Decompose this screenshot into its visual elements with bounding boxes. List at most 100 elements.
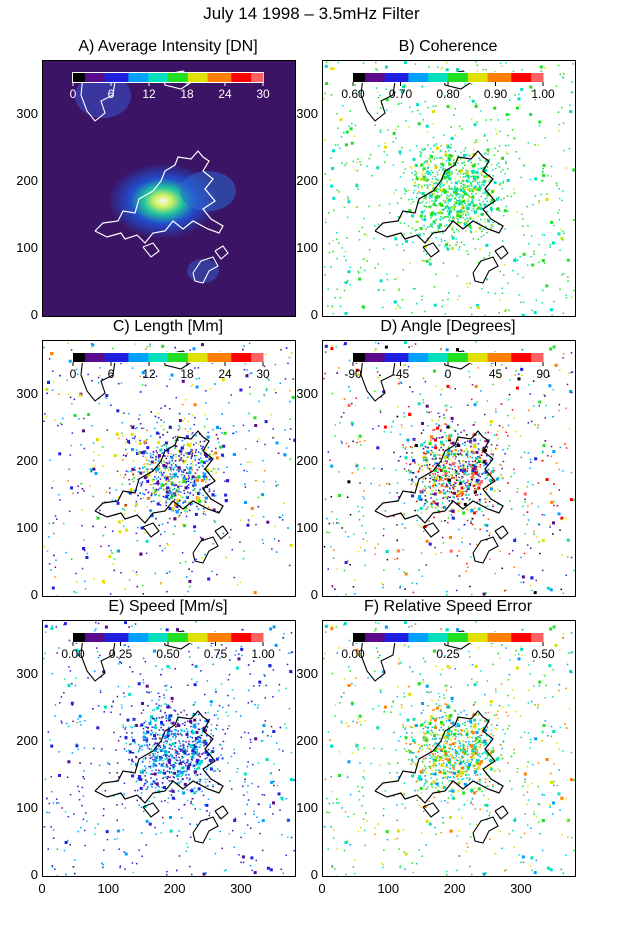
colorbar-segment (420, 353, 425, 362)
data-pixel (161, 483, 164, 485)
data-pixel (467, 219, 469, 222)
data-pixel (458, 170, 460, 173)
data-pixel (455, 479, 458, 481)
data-pixel (200, 460, 204, 464)
data-pixel (463, 210, 465, 213)
data-pixel (126, 453, 128, 455)
data-pixel (162, 495, 165, 498)
colorbar-segment (132, 73, 137, 82)
data-pixel (343, 206, 346, 209)
data-pixel (466, 207, 470, 211)
data-pixel (567, 280, 569, 282)
data-pixel (479, 493, 482, 495)
data-pixel (383, 528, 385, 530)
data-pixel (568, 427, 571, 430)
data-pixel (479, 213, 482, 215)
data-pixel (471, 460, 474, 463)
data-pixel (171, 748, 174, 750)
colorbar-segment (432, 353, 437, 362)
data-pixel (396, 202, 399, 204)
data-pixel (412, 287, 415, 290)
data-pixel (463, 486, 465, 488)
data-pixel (443, 134, 445, 136)
data-pixel (442, 464, 445, 466)
data-pixel (44, 624, 48, 628)
data-pixel (519, 435, 522, 437)
data-pixel (131, 758, 133, 761)
data-pixel (495, 197, 499, 201)
colorbar-segment (259, 73, 264, 82)
data-pixel (150, 463, 153, 465)
data-pixel (434, 502, 436, 505)
data-pixel (112, 562, 114, 565)
figure-title: July 14 1998 – 3.5mHz Filter (203, 4, 420, 23)
data-pixel (445, 437, 447, 439)
data-pixel (184, 486, 188, 490)
data-pixel (138, 442, 142, 445)
data-pixel (393, 300, 397, 304)
data-pixel (386, 558, 389, 561)
colorbar-segment (251, 353, 256, 362)
data-pixel (397, 405, 399, 408)
data-pixel (175, 759, 178, 761)
data-pixel (187, 491, 189, 494)
data-pixel (145, 468, 148, 470)
data-pixel (443, 176, 447, 180)
data-pixel (174, 668, 176, 670)
data-pixel (439, 186, 442, 188)
data-pixel (437, 492, 439, 494)
data-pixel (82, 547, 86, 551)
data-pixel (449, 216, 451, 218)
data-pixel (166, 705, 170, 709)
colorbar-tick-label: 30 (256, 87, 270, 101)
data-pixel (168, 408, 171, 410)
data-pixel (498, 312, 500, 314)
data-pixel (249, 673, 251, 675)
data-pixel (258, 400, 260, 403)
data-pixel (488, 180, 490, 183)
data-pixel (173, 495, 176, 498)
data-pixel (362, 258, 365, 260)
data-pixel (183, 770, 185, 773)
data-pixel (429, 159, 432, 161)
data-pixel (139, 423, 142, 425)
data-pixel (424, 485, 426, 487)
data-pixel (420, 516, 422, 519)
data-pixel (168, 570, 171, 573)
data-pixel (459, 468, 463, 472)
data-pixel (470, 161, 473, 164)
data-pixel (375, 341, 377, 344)
data-pixel (416, 500, 418, 503)
data-pixel (441, 477, 444, 479)
data-pixel (193, 483, 197, 487)
data-pixel (392, 420, 394, 422)
data-pixel (449, 225, 451, 227)
data-pixel (520, 556, 522, 559)
data-pixel (461, 481, 464, 483)
data-pixel (448, 467, 450, 470)
data-pixel (414, 287, 416, 290)
data-pixel (168, 772, 171, 774)
data-pixel (484, 190, 488, 194)
data-pixel (425, 206, 428, 208)
data-pixel (189, 778, 191, 780)
data-pixel (455, 202, 457, 204)
data-pixel (524, 498, 526, 500)
contour-line (94, 430, 224, 524)
data-pixel (457, 159, 459, 161)
intensity-region (180, 171, 236, 211)
data-pixel (97, 656, 100, 659)
data-pixel (456, 68, 459, 72)
data-pixel (448, 478, 452, 482)
data-pixel (540, 460, 543, 462)
data-pixel (151, 492, 153, 494)
data-pixel (473, 464, 476, 466)
data-pixel (527, 452, 530, 454)
data-pixel (474, 460, 477, 462)
data-pixel (434, 166, 438, 170)
y-tick-label: 200 (16, 172, 38, 188)
data-pixel (514, 374, 516, 376)
data-pixel (514, 257, 517, 260)
colorbar-segment (148, 353, 153, 362)
colorbar-tick-label: 0.80 (436, 87, 460, 101)
